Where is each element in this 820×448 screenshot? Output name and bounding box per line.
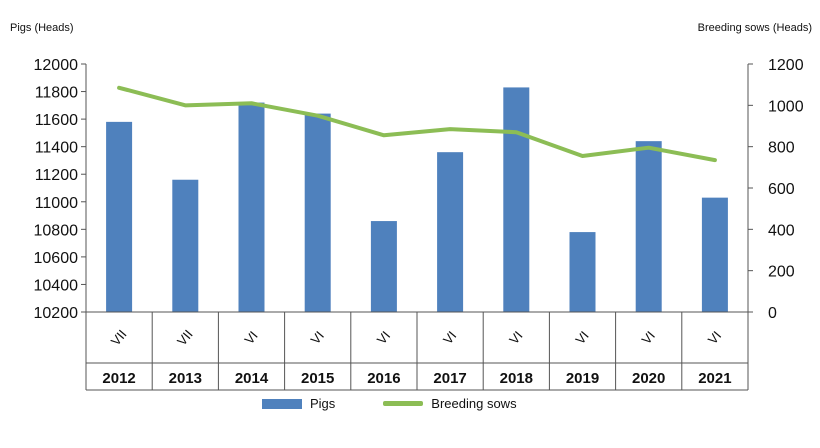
point-breeding-sows [448,127,452,131]
left-axis-tick-label: 11200 [35,167,78,184]
category-label: VI [705,328,724,347]
left-axis-tick-label: 11600 [35,112,78,129]
left-axis-tick-label: 11800 [35,85,78,102]
right-axis-tick-label: 1000 [768,98,804,115]
line-breeding-sows [117,85,717,163]
left-axis-tick-label: 10400 [34,277,79,294]
point-breeding-sows [316,114,320,118]
point-breeding-sows [581,154,584,158]
point-breeding-sows [117,86,121,90]
bar-pigs [569,232,596,312]
right-axis-tick-label: 0 [768,305,777,322]
point-breeding-sows [382,133,386,137]
left-axis-tick-label: 10600 [34,250,79,267]
left-axis-tick-label: 10800 [34,222,79,239]
legend-swatch-breeding-sows [383,401,424,406]
bar-pigs [503,87,530,312]
right-axis-title: Breeding sows (Heads) [697,22,812,34]
bar-pigs [238,102,265,312]
year-label: 2019 [566,370,599,387]
category-label: VI [639,328,658,347]
bar-pigs [437,152,464,312]
bar-pigs [635,141,662,312]
right-axis-tick-label: 800 [768,140,795,157]
year-label: 2016 [367,370,400,387]
year-label: 2017 [433,370,466,387]
bar-pigs [701,197,728,312]
point-breeding-sows [713,158,717,162]
left-axis-tick-label: 10200 [34,305,79,322]
point-breeding-sows [514,130,518,134]
year-label: 2015 [301,370,334,387]
year-label: 2021 [698,370,731,387]
legend: Pigs Breeding sows [262,396,565,411]
right-axis-tick-label: 600 [768,181,795,198]
year-label: 2014 [235,370,269,387]
category-label: VI [572,328,591,347]
category-label: VII [174,327,196,349]
bar-pigs [172,179,199,312]
year-label: 2018 [500,370,533,387]
right-axis-tick-label: 200 [768,264,795,281]
bar-pigs [370,221,397,312]
legend-item-breeding-sows: Breeding sows [383,396,517,411]
category-label: VI [506,328,525,347]
point-breeding-sows [250,101,253,105]
bar-pigs [106,121,133,312]
legend-swatch-pigs [262,398,302,409]
legend-label-pigs: Pigs [310,396,336,411]
category-label: VI [374,328,393,347]
category-label: VI [308,328,327,347]
category-label: VII [108,327,130,349]
bar-pigs [304,113,331,312]
category-label: VI [440,328,459,347]
left-axis-tick-label: 11400 [35,140,78,157]
year-label: 2013 [169,370,202,387]
left-axis-tick-label: 12000 [34,57,79,74]
category-label: VI [241,328,260,347]
right-axis-tick-label: 1200 [768,57,804,74]
point-breeding-sows [183,103,187,107]
left-axis-title: Pigs (Heads) [10,22,74,34]
legend-item-pigs: Pigs [262,396,335,411]
legend-label-breeding-sows: Breeding sows [431,396,517,411]
left-axis-tick-label: 11000 [35,195,78,212]
point-breeding-sows [647,146,651,150]
right-axis-tick-label: 400 [768,222,795,239]
year-label: 2012 [102,370,135,387]
year-label: 2020 [632,370,665,387]
